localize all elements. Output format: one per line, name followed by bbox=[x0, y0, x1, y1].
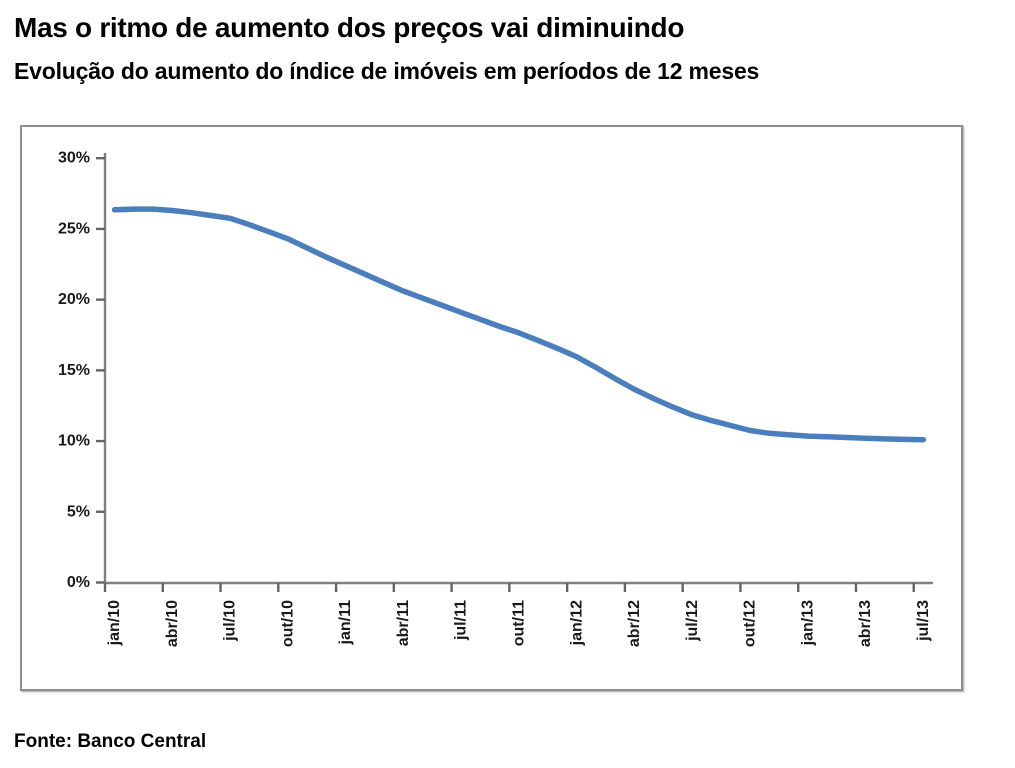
x-axis-tick-label: abr/12 bbox=[626, 600, 643, 647]
y-axis-tick-label: 10% bbox=[58, 433, 90, 450]
source-note: Fonte: Banco Central bbox=[14, 731, 207, 752]
y-axis-tick-label: 15% bbox=[58, 362, 90, 379]
x-axis-tick-label: jan/13 bbox=[799, 600, 816, 646]
y-axis-tick-label: 30% bbox=[58, 150, 90, 167]
x-axis-tick-label: out/10 bbox=[279, 600, 296, 647]
price-index-line-series bbox=[111, 206, 927, 443]
chart-frame: 0% 5% 10% 15% 20% 25% 30% jan/10 abr/10 jul/10 out… bbox=[20, 125, 963, 691]
x-axis-tick-label: out/12 bbox=[742, 600, 759, 647]
y-axis-tick-label: 20% bbox=[58, 291, 90, 308]
page-title: Mas o ritmo de aumento dos preços vai di… bbox=[14, 12, 685, 43]
x-axis-tick-label: jan/12 bbox=[568, 600, 585, 646]
x-axis-tick-label: abr/10 bbox=[164, 600, 181, 647]
line-chart-svg: 0% 5% 10% 15% 20% 25% 30% jan/10 abr/10 jul/10 out… bbox=[58, 150, 933, 647]
x-axis-tick-label: out/11 bbox=[511, 600, 528, 646]
x-axis-tick-label: abr/11 bbox=[395, 600, 412, 646]
x-axis-tick-label: jul/11 bbox=[453, 600, 470, 641]
y-axis-tick-label: 25% bbox=[58, 220, 90, 237]
x-axis-tick-label: jan/11 bbox=[337, 600, 354, 646]
x-axis-tick-label: jan/10 bbox=[106, 600, 123, 646]
x-axis-tick-label: jul/13 bbox=[915, 600, 932, 642]
x-axis-tick-label: abr/13 bbox=[857, 600, 874, 647]
page-subtitle: Evolução do aumento do índice de imóveis… bbox=[14, 58, 760, 84]
x-axis-tick-label: jul/10 bbox=[222, 600, 239, 642]
y-axis-tick-label: 5% bbox=[67, 503, 90, 520]
y-axis-tick-label: 0% bbox=[67, 574, 90, 591]
x-axis-tick-label: jul/12 bbox=[684, 600, 701, 642]
